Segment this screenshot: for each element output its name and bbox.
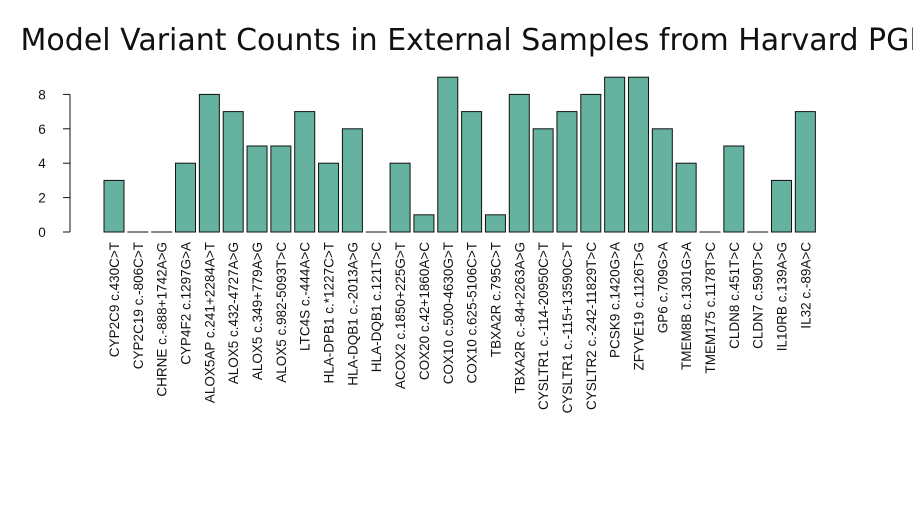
category-label: IL10RB c.139A>G bbox=[775, 242, 790, 351]
bar bbox=[246, 145, 268, 233]
category-label: IL32 c.-89A>C bbox=[798, 242, 813, 329]
category-label: CYP2C9 c.430C>T bbox=[107, 242, 122, 357]
y-tick-label: 8 bbox=[38, 87, 46, 102]
y-tick-label: 6 bbox=[38, 122, 46, 137]
bar bbox=[484, 214, 506, 233]
category-label: CYSLTR2 c.-242-11829T>C bbox=[584, 242, 599, 410]
category-label: CYP4F2 c.1297G>A bbox=[179, 242, 194, 365]
chart-title: Model Variant Counts in External Samples… bbox=[21, 23, 913, 58]
category-label: TMEM175 c.1178T>C bbox=[703, 242, 718, 374]
bar bbox=[627, 76, 649, 233]
y-tick-label: 4 bbox=[38, 156, 46, 171]
y-tick-label: 2 bbox=[38, 191, 46, 206]
y-tick-label: 0 bbox=[38, 225, 46, 240]
category-label: CLDN7 c.590T>C bbox=[751, 242, 766, 349]
category-label: PCSK9 c.1420G>A bbox=[608, 242, 623, 358]
bar bbox=[580, 93, 602, 233]
category-labels: CYP2C9 c.430C>T CYP2C19 c.-806C>T CHRNE c.… bbox=[107, 242, 813, 414]
category-label: ALOX5 c.982-5093T>C bbox=[274, 242, 289, 383]
bar bbox=[103, 179, 125, 233]
category-label: CYSLTR1 c.-115+13590C>T bbox=[560, 242, 575, 413]
category-label: CYSLTR1 c.-114-20950C>T bbox=[536, 242, 551, 410]
category-label: ALOX5 c.349+779A>G bbox=[250, 242, 265, 380]
category-label: CHRNE c.-888+1742A>G bbox=[155, 242, 170, 397]
bar bbox=[556, 111, 578, 233]
bar bbox=[651, 128, 673, 233]
bars bbox=[103, 76, 816, 233]
bar bbox=[222, 111, 244, 233]
bar bbox=[508, 93, 530, 233]
bar bbox=[413, 214, 435, 233]
bar bbox=[461, 111, 483, 233]
bar bbox=[175, 162, 197, 233]
category-label: HLA-DQB1 c.121T>C bbox=[369, 242, 384, 372]
bar bbox=[198, 93, 220, 233]
bar bbox=[723, 145, 745, 233]
category-label: ACOX2 c.1850+225G>T bbox=[393, 242, 408, 389]
category-label: HLA-DPB1 c.*1227C>T bbox=[322, 242, 337, 383]
category-label: CLDN8 c.451T>C bbox=[727, 242, 742, 349]
category-label: ALOX5AP c.241+2284A>T bbox=[202, 242, 217, 403]
y-axis: 0 2 4 6 8 bbox=[38, 87, 71, 240]
category-label: ALOX5 c.432-4727A>G bbox=[226, 242, 241, 384]
bar bbox=[341, 128, 363, 233]
category-label: COX10 c.500-4630G>T bbox=[441, 242, 456, 384]
category-label: COX20 c.42+1860A>C bbox=[417, 242, 432, 380]
category-label: TMEM8B c.1301G>A bbox=[679, 242, 694, 370]
bar bbox=[794, 111, 816, 233]
category-label: TBXA2R c.-84+2263A>G bbox=[512, 242, 527, 394]
bar bbox=[270, 145, 292, 233]
bar bbox=[604, 76, 626, 233]
bar bbox=[532, 128, 554, 233]
category-label: HLA-DQB1 c.-2013A>G bbox=[345, 242, 360, 386]
bar bbox=[318, 162, 340, 233]
category-label: CYP2C19 c.-806C>T bbox=[131, 242, 146, 369]
bar bbox=[437, 76, 459, 233]
bar bbox=[675, 162, 697, 233]
category-label: GP6 c.709G>A bbox=[655, 242, 670, 333]
bar bbox=[771, 179, 793, 233]
category-label: ZFYVE19 c.1126T>G bbox=[631, 242, 646, 370]
category-label: TBXA2R c.795C>T bbox=[488, 242, 503, 357]
category-label: COX10 c.625-5106C>T bbox=[465, 242, 480, 383]
bar bbox=[294, 111, 316, 233]
bar bbox=[389, 162, 411, 233]
category-label: LTC4S c.-444A>C bbox=[298, 242, 313, 351]
